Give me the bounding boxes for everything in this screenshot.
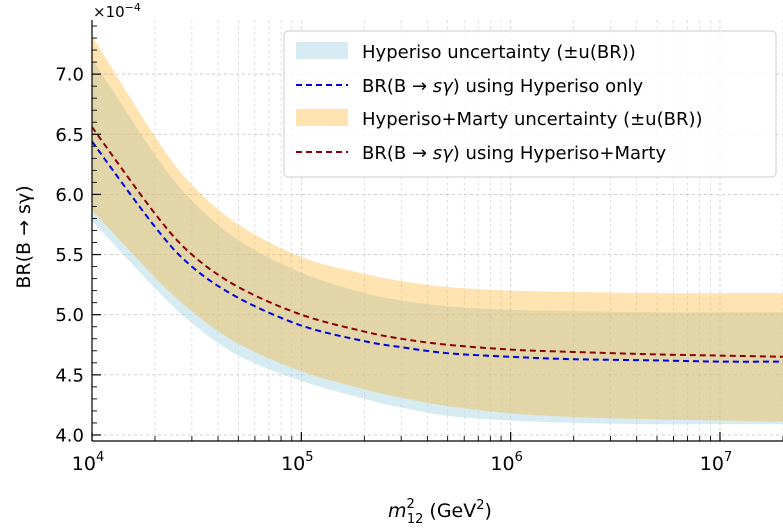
band-series-0 — [92, 58, 783, 425]
legend-frame — [283, 30, 777, 178]
central-value-lines — [92, 126, 783, 363]
legend-label-hyperiso-band: Hyperiso uncertainty (±u(BR)) — [362, 42, 636, 63]
x-tick-label: 104 — [72, 450, 104, 475]
y-tick-label: 7.0 — [55, 65, 84, 86]
legend-swatch-hyperiso-band — [296, 42, 348, 59]
y-tick-label: 5.5 — [55, 245, 84, 266]
y-tick-label: 5.0 — [55, 305, 84, 326]
x-tick-label: 106 — [490, 450, 522, 475]
x-tick-label: 105 — [281, 450, 313, 475]
band-series-2 — [92, 35, 783, 422]
tick-labels: 4.0 4.5 5.0 5.5 6.0 6.5 7.0 104 105 106 107 — [55, 65, 732, 475]
x-tick-label: 107 — [700, 450, 732, 475]
line-series-3 — [92, 126, 783, 358]
y-tick-label: 6.0 — [55, 185, 84, 206]
legend-label-marty-band: Hyperiso+Marty uncertainty (±u(BR)) — [362, 109, 703, 130]
y-axis-label: BR(B → sγ) — [13, 185, 35, 288]
legend-label-hyperiso-line: BR(B → sγ) using Hyperiso only — [362, 76, 644, 97]
legend-swatch-marty-band — [296, 109, 348, 126]
x-axis-label: m2 12 (GeV2) — [388, 497, 492, 527]
y-tick-label: 4.5 — [55, 365, 84, 386]
y-multiplier-label: ×10−4 — [93, 1, 141, 21]
legend-label-marty-line: BR(B → sγ) using Hyperiso+Marty — [362, 143, 666, 164]
y-tick-label: 6.5 — [55, 125, 84, 146]
legend: Hyperiso uncertainty (±u(BR)) BR(B → sγ)… — [283, 30, 777, 178]
y-tick-label: 4.0 — [55, 425, 84, 446]
line-series-1 — [92, 140, 783, 363]
axes — [91, 20, 783, 442]
uncertainty-bands — [92, 35, 783, 425]
